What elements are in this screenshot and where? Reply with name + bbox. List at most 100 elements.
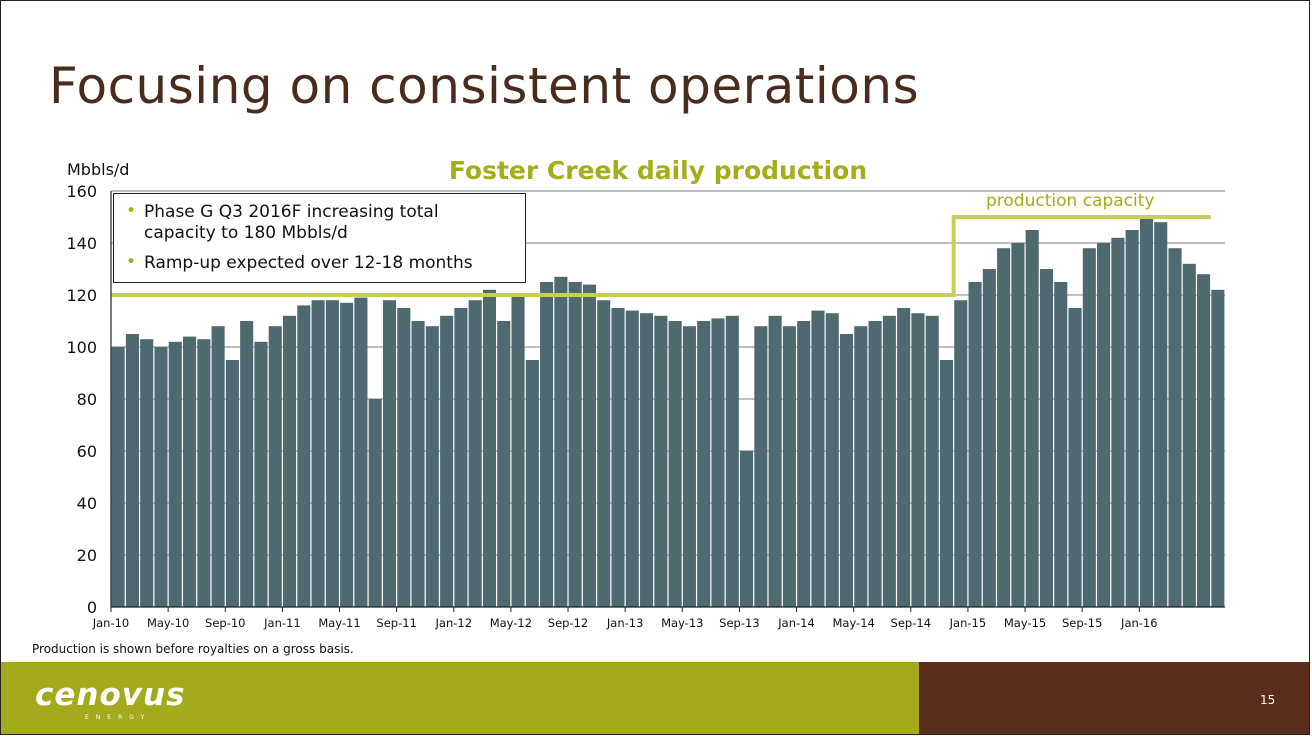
callout-text-1: Phase G Q3 2016F increasing total capaci… xyxy=(144,202,439,243)
production-bar xyxy=(682,326,696,607)
y-axis-label: Mbbls/d xyxy=(67,160,129,179)
production-bar xyxy=(168,341,182,607)
callout-text-2: Ramp-up expected over 12-18 months xyxy=(144,253,473,273)
production-bar xyxy=(368,399,382,607)
callout-bullet-2: • Ramp-up expected over 12-18 months xyxy=(126,252,515,274)
production-bars xyxy=(111,217,1225,608)
y-tick-label: 160 xyxy=(66,182,97,201)
production-bar xyxy=(825,313,839,607)
production-bar xyxy=(839,334,854,607)
y-tick-labels: 0 20 40 60 80 100 120 140 160 xyxy=(66,182,97,617)
production-bar xyxy=(768,315,782,607)
y-tick-label: 40 xyxy=(77,494,97,513)
slide-title: Focusing on consistent operations xyxy=(49,57,920,115)
production-bar xyxy=(425,326,439,607)
production-bar xyxy=(1025,230,1039,607)
production-bar xyxy=(782,326,796,607)
production-bar xyxy=(268,326,282,607)
production-bar xyxy=(982,269,996,607)
y-tick-label: 80 xyxy=(77,390,97,409)
production-bar xyxy=(740,451,754,607)
production-bar xyxy=(811,310,825,607)
production-bar xyxy=(854,326,868,607)
y-tick-label: 20 xyxy=(77,546,97,565)
production-bar xyxy=(897,308,911,607)
production-bar xyxy=(125,334,139,607)
production-bar xyxy=(440,315,454,607)
x-tick-label: May-14 xyxy=(832,616,874,630)
production-bar xyxy=(1211,289,1225,607)
x-tick-label: Jan-13 xyxy=(606,616,644,630)
production-bar xyxy=(540,282,554,607)
production-bar xyxy=(697,321,711,607)
y-tick-label: 0 xyxy=(87,598,97,617)
x-tick-label: Jan-16 xyxy=(1120,616,1158,630)
capacity-line-group xyxy=(111,215,1211,297)
production-bar xyxy=(968,282,982,607)
production-bar xyxy=(882,315,896,607)
cenovus-logo-subtext: ENERGY xyxy=(85,714,152,721)
y-tick-label: 100 xyxy=(66,338,97,357)
x-tick-label: May-10 xyxy=(147,616,189,630)
production-bar xyxy=(225,360,239,607)
production-bar xyxy=(911,313,925,607)
x-tick-label: Sep-15 xyxy=(1062,616,1102,630)
production-bar xyxy=(282,315,297,607)
production-bar xyxy=(997,248,1011,607)
production-bar xyxy=(211,326,225,607)
production-bar xyxy=(754,326,768,607)
production-bar xyxy=(197,339,211,607)
production-bar xyxy=(497,321,511,607)
cenovus-logo: cenovus xyxy=(35,677,186,713)
production-bar xyxy=(1068,308,1082,607)
production-bar xyxy=(1039,269,1054,607)
production-bar xyxy=(1054,282,1068,607)
x-tick-label: Jan-12 xyxy=(435,616,473,630)
x-tick-label: May-15 xyxy=(1004,616,1046,630)
production-bar xyxy=(1082,248,1096,607)
production-bar xyxy=(1168,248,1182,607)
production-bar xyxy=(411,321,425,607)
production-bar xyxy=(154,347,168,607)
production-bar xyxy=(668,321,682,607)
y-tick-label: 140 xyxy=(66,234,97,253)
production-bar xyxy=(654,315,668,607)
x-tick-label: Sep-10 xyxy=(205,616,245,630)
production-bar xyxy=(240,321,254,607)
production-bar xyxy=(625,310,639,607)
x-axis xyxy=(110,191,1225,608)
bullet-dot-icon: • xyxy=(126,252,137,272)
callout-bullet-1: • Phase G Q3 2016F increasing total capa… xyxy=(126,201,515,244)
production-bar xyxy=(1125,230,1139,607)
y-tick-label: 60 xyxy=(77,442,97,461)
production-bar xyxy=(297,305,311,607)
production-bar xyxy=(640,313,654,607)
production-bar xyxy=(568,282,582,607)
x-tick-label: Jan-10 xyxy=(92,616,130,630)
production-bar xyxy=(1154,222,1168,607)
x-tick-label: Jan-14 xyxy=(777,616,815,630)
x-tick-label: Sep-13 xyxy=(719,616,759,630)
x-tick-label: May-12 xyxy=(490,616,532,630)
production-bar xyxy=(325,300,339,607)
callout-box: • Phase G Q3 2016F increasing total capa… xyxy=(113,193,526,283)
production-bar xyxy=(597,300,611,607)
production-bar xyxy=(797,321,811,607)
production-bar xyxy=(525,360,539,607)
production-bar xyxy=(482,289,497,607)
page-number: 15 xyxy=(1260,693,1276,707)
production-bar xyxy=(554,276,568,607)
production-bar xyxy=(954,300,968,607)
x-tick-label: Sep-14 xyxy=(891,616,931,630)
production-bar xyxy=(382,300,397,607)
production-bar xyxy=(254,341,268,607)
production-bar xyxy=(611,308,625,607)
capacity-line xyxy=(111,215,1211,297)
production-bar xyxy=(939,360,954,607)
x-tick-label: Jan-15 xyxy=(949,616,987,630)
x-tick-label: Jan-11 xyxy=(263,616,301,630)
production-bar xyxy=(1097,243,1111,607)
x-tick-label: May-11 xyxy=(318,616,360,630)
production-bar xyxy=(111,347,125,607)
